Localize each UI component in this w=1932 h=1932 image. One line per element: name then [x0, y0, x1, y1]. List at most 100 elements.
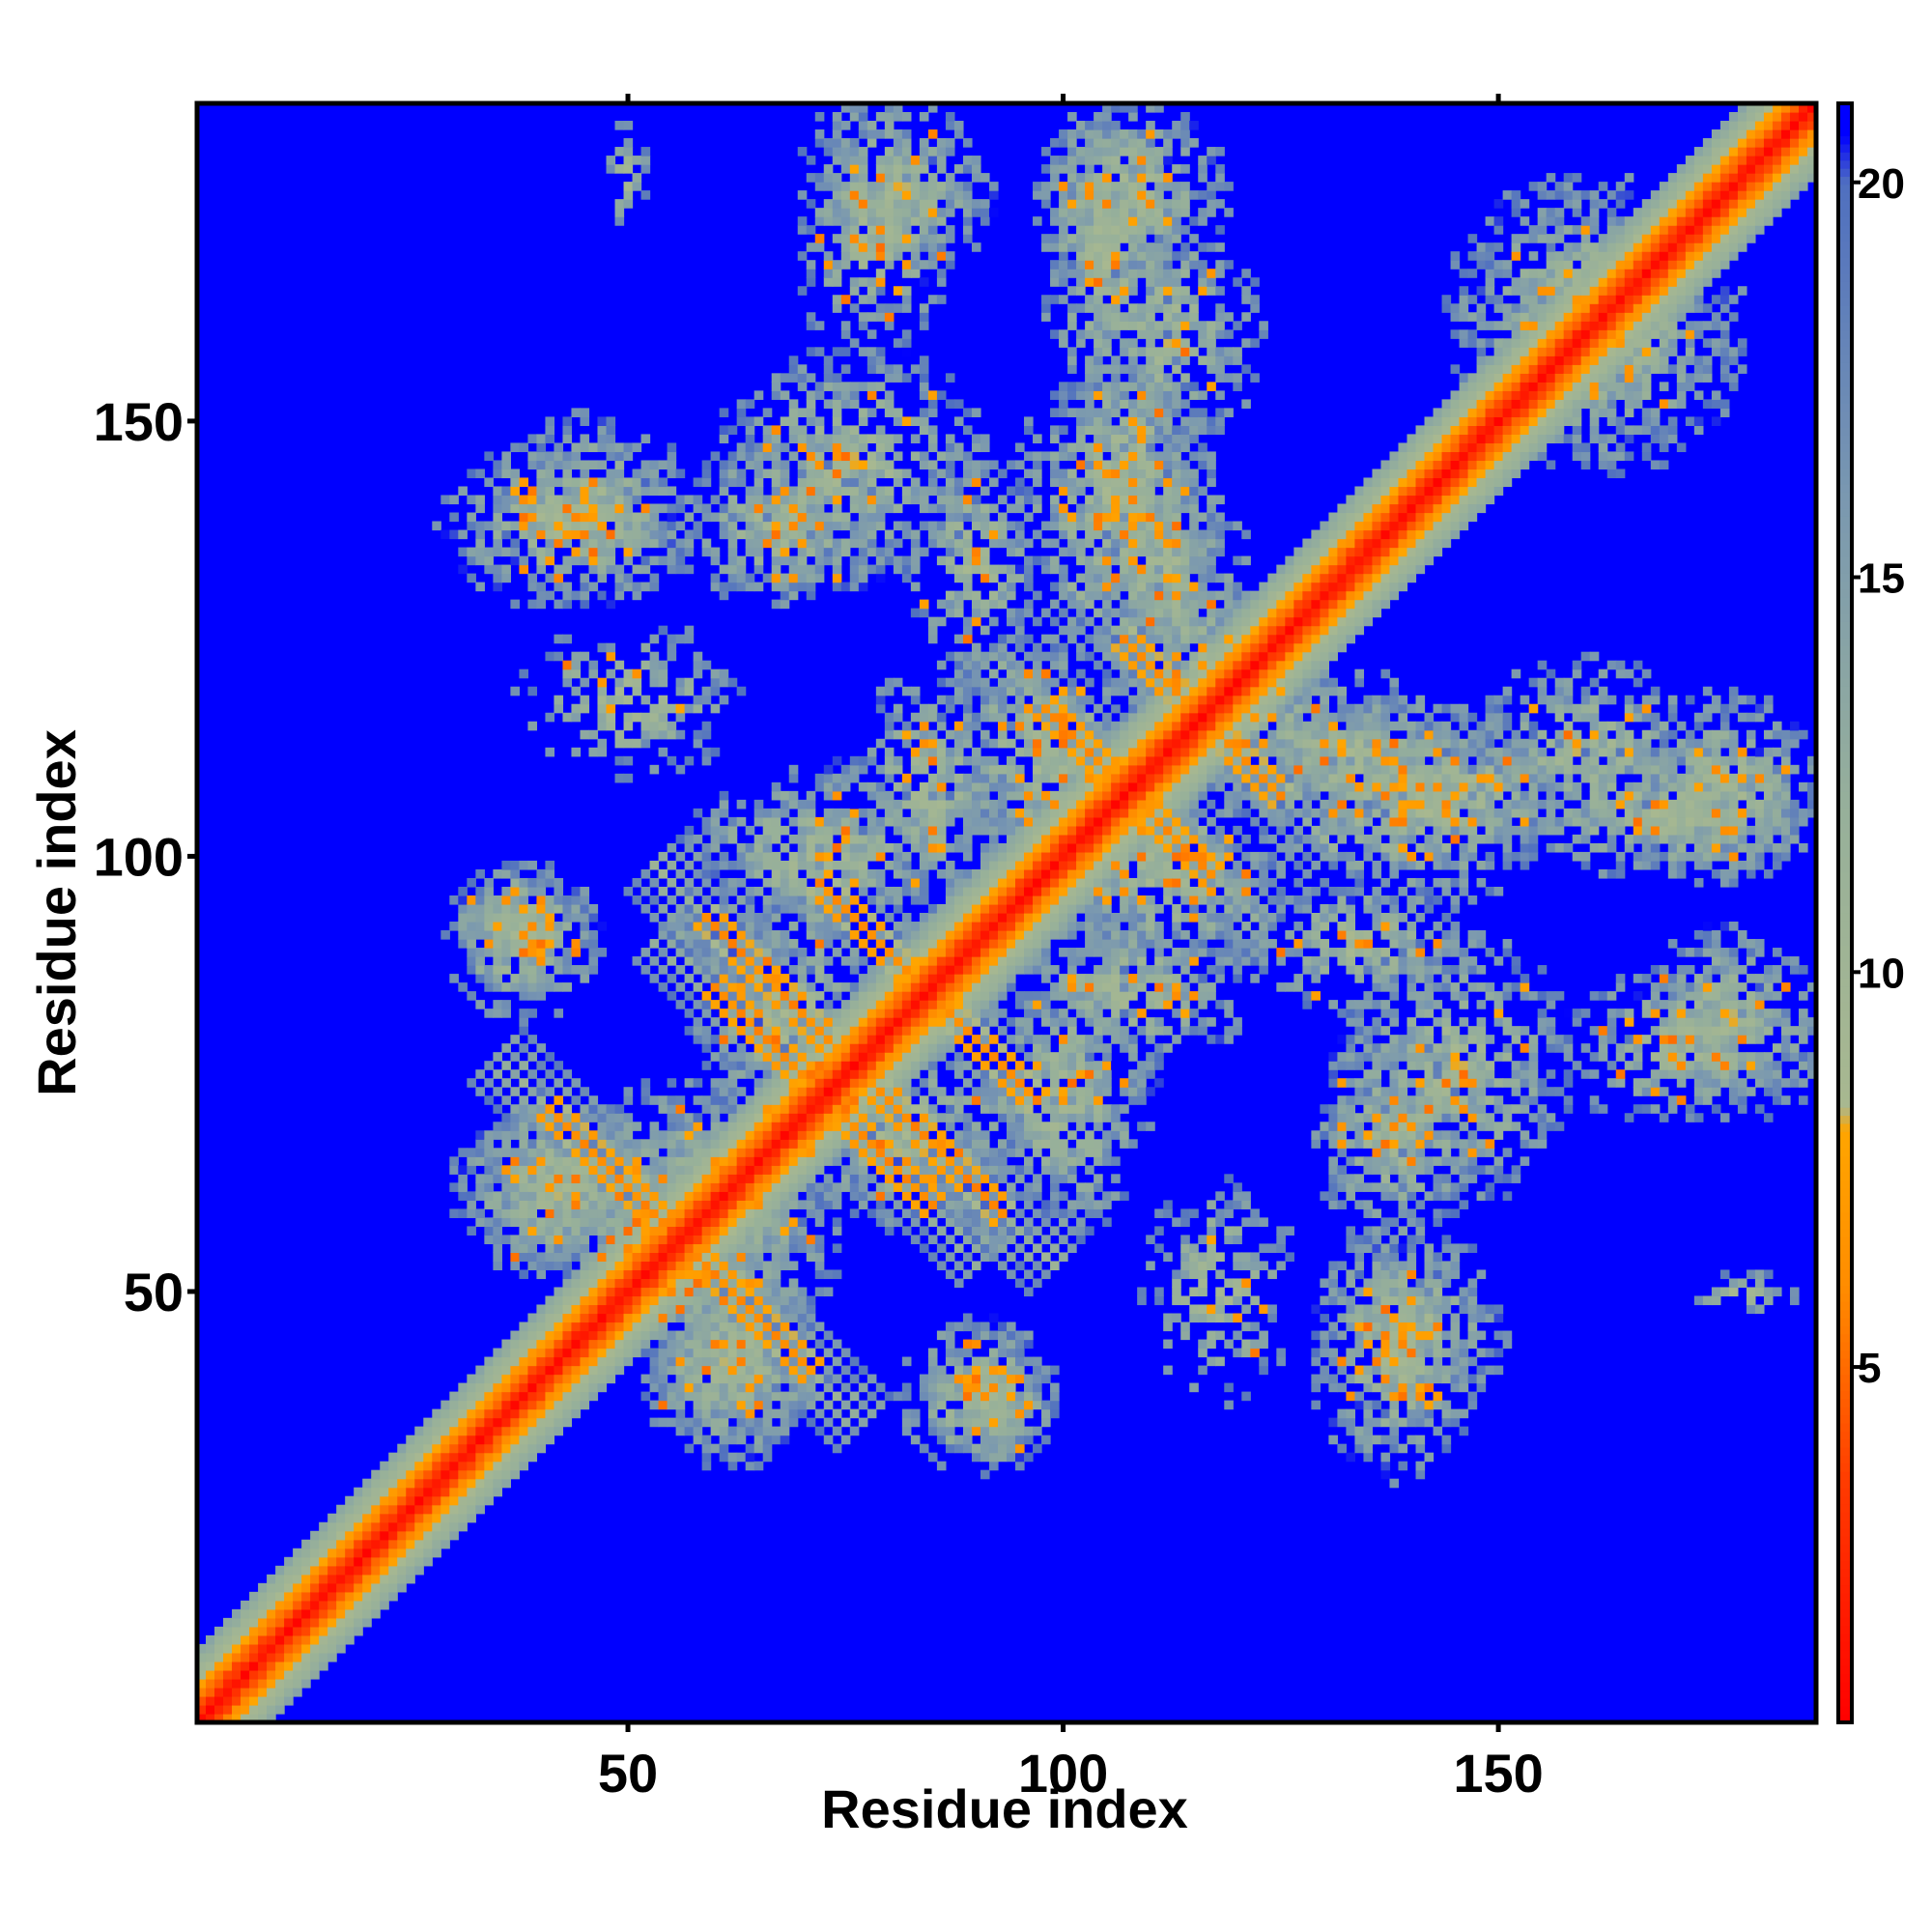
- heatmap-cell: [640, 965, 651, 975]
- heatmap-cell: [762, 956, 773, 966]
- heatmap-cell: [388, 1461, 398, 1471]
- heatmap-cell: [484, 1235, 494, 1245]
- heatmap-cell: [745, 416, 755, 426]
- heatmap-cell: [780, 886, 790, 896]
- heatmap-cell: [449, 1426, 459, 1436]
- heatmap-cell: [684, 939, 695, 949]
- heatmap-cell: [701, 1417, 712, 1428]
- heatmap-cell: [927, 156, 938, 165]
- heatmap-cell: [736, 1330, 747, 1341]
- heatmap-cell: [667, 1130, 677, 1140]
- heatmap-cell: [936, 930, 947, 940]
- heatmap-cell: [832, 1148, 842, 1157]
- heatmap-cell: [623, 1156, 634, 1166]
- heatmap-cell: [614, 521, 625, 531]
- heatmap-cell: [893, 477, 903, 488]
- heatmap-cell: [484, 1130, 494, 1140]
- heatmap-cell: [667, 512, 677, 523]
- heatmap-cell: [484, 1217, 494, 1227]
- heatmap-cell: [953, 1165, 964, 1175]
- heatmap-cell: [753, 1122, 764, 1131]
- heatmap-cell: [875, 851, 886, 862]
- heatmap-cell: [753, 1000, 764, 1009]
- heatmap-cell: [788, 1052, 799, 1062]
- heatmap-cell: [780, 1426, 790, 1436]
- heatmap-cell: [371, 1504, 381, 1515]
- heatmap-cell: [562, 895, 573, 905]
- heatmap-cell: [771, 1052, 781, 1062]
- heatmap-cell: [788, 1356, 799, 1367]
- heatmap-cell: [380, 1600, 389, 1610]
- heatmap-cell: [354, 1574, 363, 1584]
- heatmap-cell: [736, 451, 747, 462]
- heatmap-cell: [719, 1261, 729, 1271]
- heatmap-cell: [597, 434, 608, 444]
- heatmap-cell: [519, 477, 529, 488]
- heatmap-cell: [554, 1130, 564, 1140]
- heatmap-cell: [953, 1208, 964, 1218]
- heatmap-cell: [571, 1374, 582, 1384]
- heatmap-cell: [423, 1461, 433, 1471]
- heatmap-cell: [710, 1356, 721, 1367]
- heatmap-cell: [693, 1391, 703, 1402]
- heatmap-cell: [649, 469, 660, 479]
- heatmap-cell: [536, 1165, 547, 1175]
- heatmap-cell: [771, 1261, 781, 1271]
- heatmap-cell: [762, 1295, 773, 1306]
- heatmap-cell: [832, 1069, 842, 1079]
- heatmap-cell: [545, 1052, 555, 1062]
- heatmap-cell: [667, 1156, 677, 1166]
- heatmap-cell: [840, 138, 851, 148]
- heatmap-cell: [867, 842, 877, 853]
- heatmap-cell: [806, 1182, 816, 1192]
- heatmap-cell: [788, 590, 799, 601]
- heatmap-cell: [649, 1417, 660, 1428]
- heatmap-cell: [901, 1226, 912, 1236]
- heatmap-cell: [319, 1661, 328, 1671]
- heatmap-cell: [832, 1104, 842, 1114]
- heatmap-cell: [849, 112, 860, 122]
- heatmap-cell: [623, 1182, 634, 1192]
- heatmap-cell: [840, 1000, 851, 1009]
- heatmap-cell: [945, 868, 955, 879]
- heatmap-cell: [893, 112, 903, 122]
- heatmap-cell: [762, 948, 773, 957]
- heatmap-cell: [927, 1139, 938, 1149]
- heatmap-cell: [910, 1408, 921, 1419]
- heatmap-cell: [484, 555, 494, 566]
- heatmap-cell: [580, 1330, 590, 1341]
- heatmap-cell: [675, 1348, 686, 1358]
- heatmap-cell: [701, 1313, 712, 1323]
- heatmap-cell: [745, 1052, 755, 1062]
- heatmap-cell: [449, 895, 459, 905]
- heatmap-cell: [745, 1426, 755, 1436]
- heatmap-cell: [832, 1243, 842, 1254]
- heatmap-cell: [640, 1321, 651, 1332]
- heatmap-cell: [510, 442, 520, 453]
- heatmap-cell: [753, 939, 764, 949]
- heatmap-cell: [936, 939, 947, 949]
- heatmap-cell: [241, 1617, 250, 1628]
- heatmap-cell: [632, 1348, 642, 1358]
- heatmap-cell: [806, 442, 816, 453]
- heatmap-cell: [623, 1130, 634, 1140]
- heatmap-cell: [727, 1452, 738, 1463]
- heatmap-cell: [414, 1478, 424, 1489]
- heatmap-cell: [519, 1026, 529, 1036]
- heatmap-cell: [484, 1417, 494, 1428]
- heatmap-cell: [597, 1295, 608, 1306]
- heatmap-cell: [849, 1130, 860, 1140]
- heatmap-cell: [649, 1321, 660, 1332]
- heatmap-cell: [675, 634, 686, 644]
- heatmap-cell: [971, 1365, 981, 1376]
- heatmap-cell: [919, 1017, 929, 1027]
- heatmap-cell: [814, 573, 825, 583]
- heatmap-cell: [562, 1391, 573, 1402]
- heatmap-cell: [606, 1252, 616, 1263]
- heatmap-cell: [910, 1043, 921, 1053]
- heatmap-cell: [545, 1330, 555, 1341]
- heatmap-cell: [658, 1226, 668, 1236]
- heatmap-cell: [814, 529, 825, 540]
- heatmap-cell: [545, 1087, 555, 1096]
- heatmap-cell: [667, 1400, 677, 1410]
